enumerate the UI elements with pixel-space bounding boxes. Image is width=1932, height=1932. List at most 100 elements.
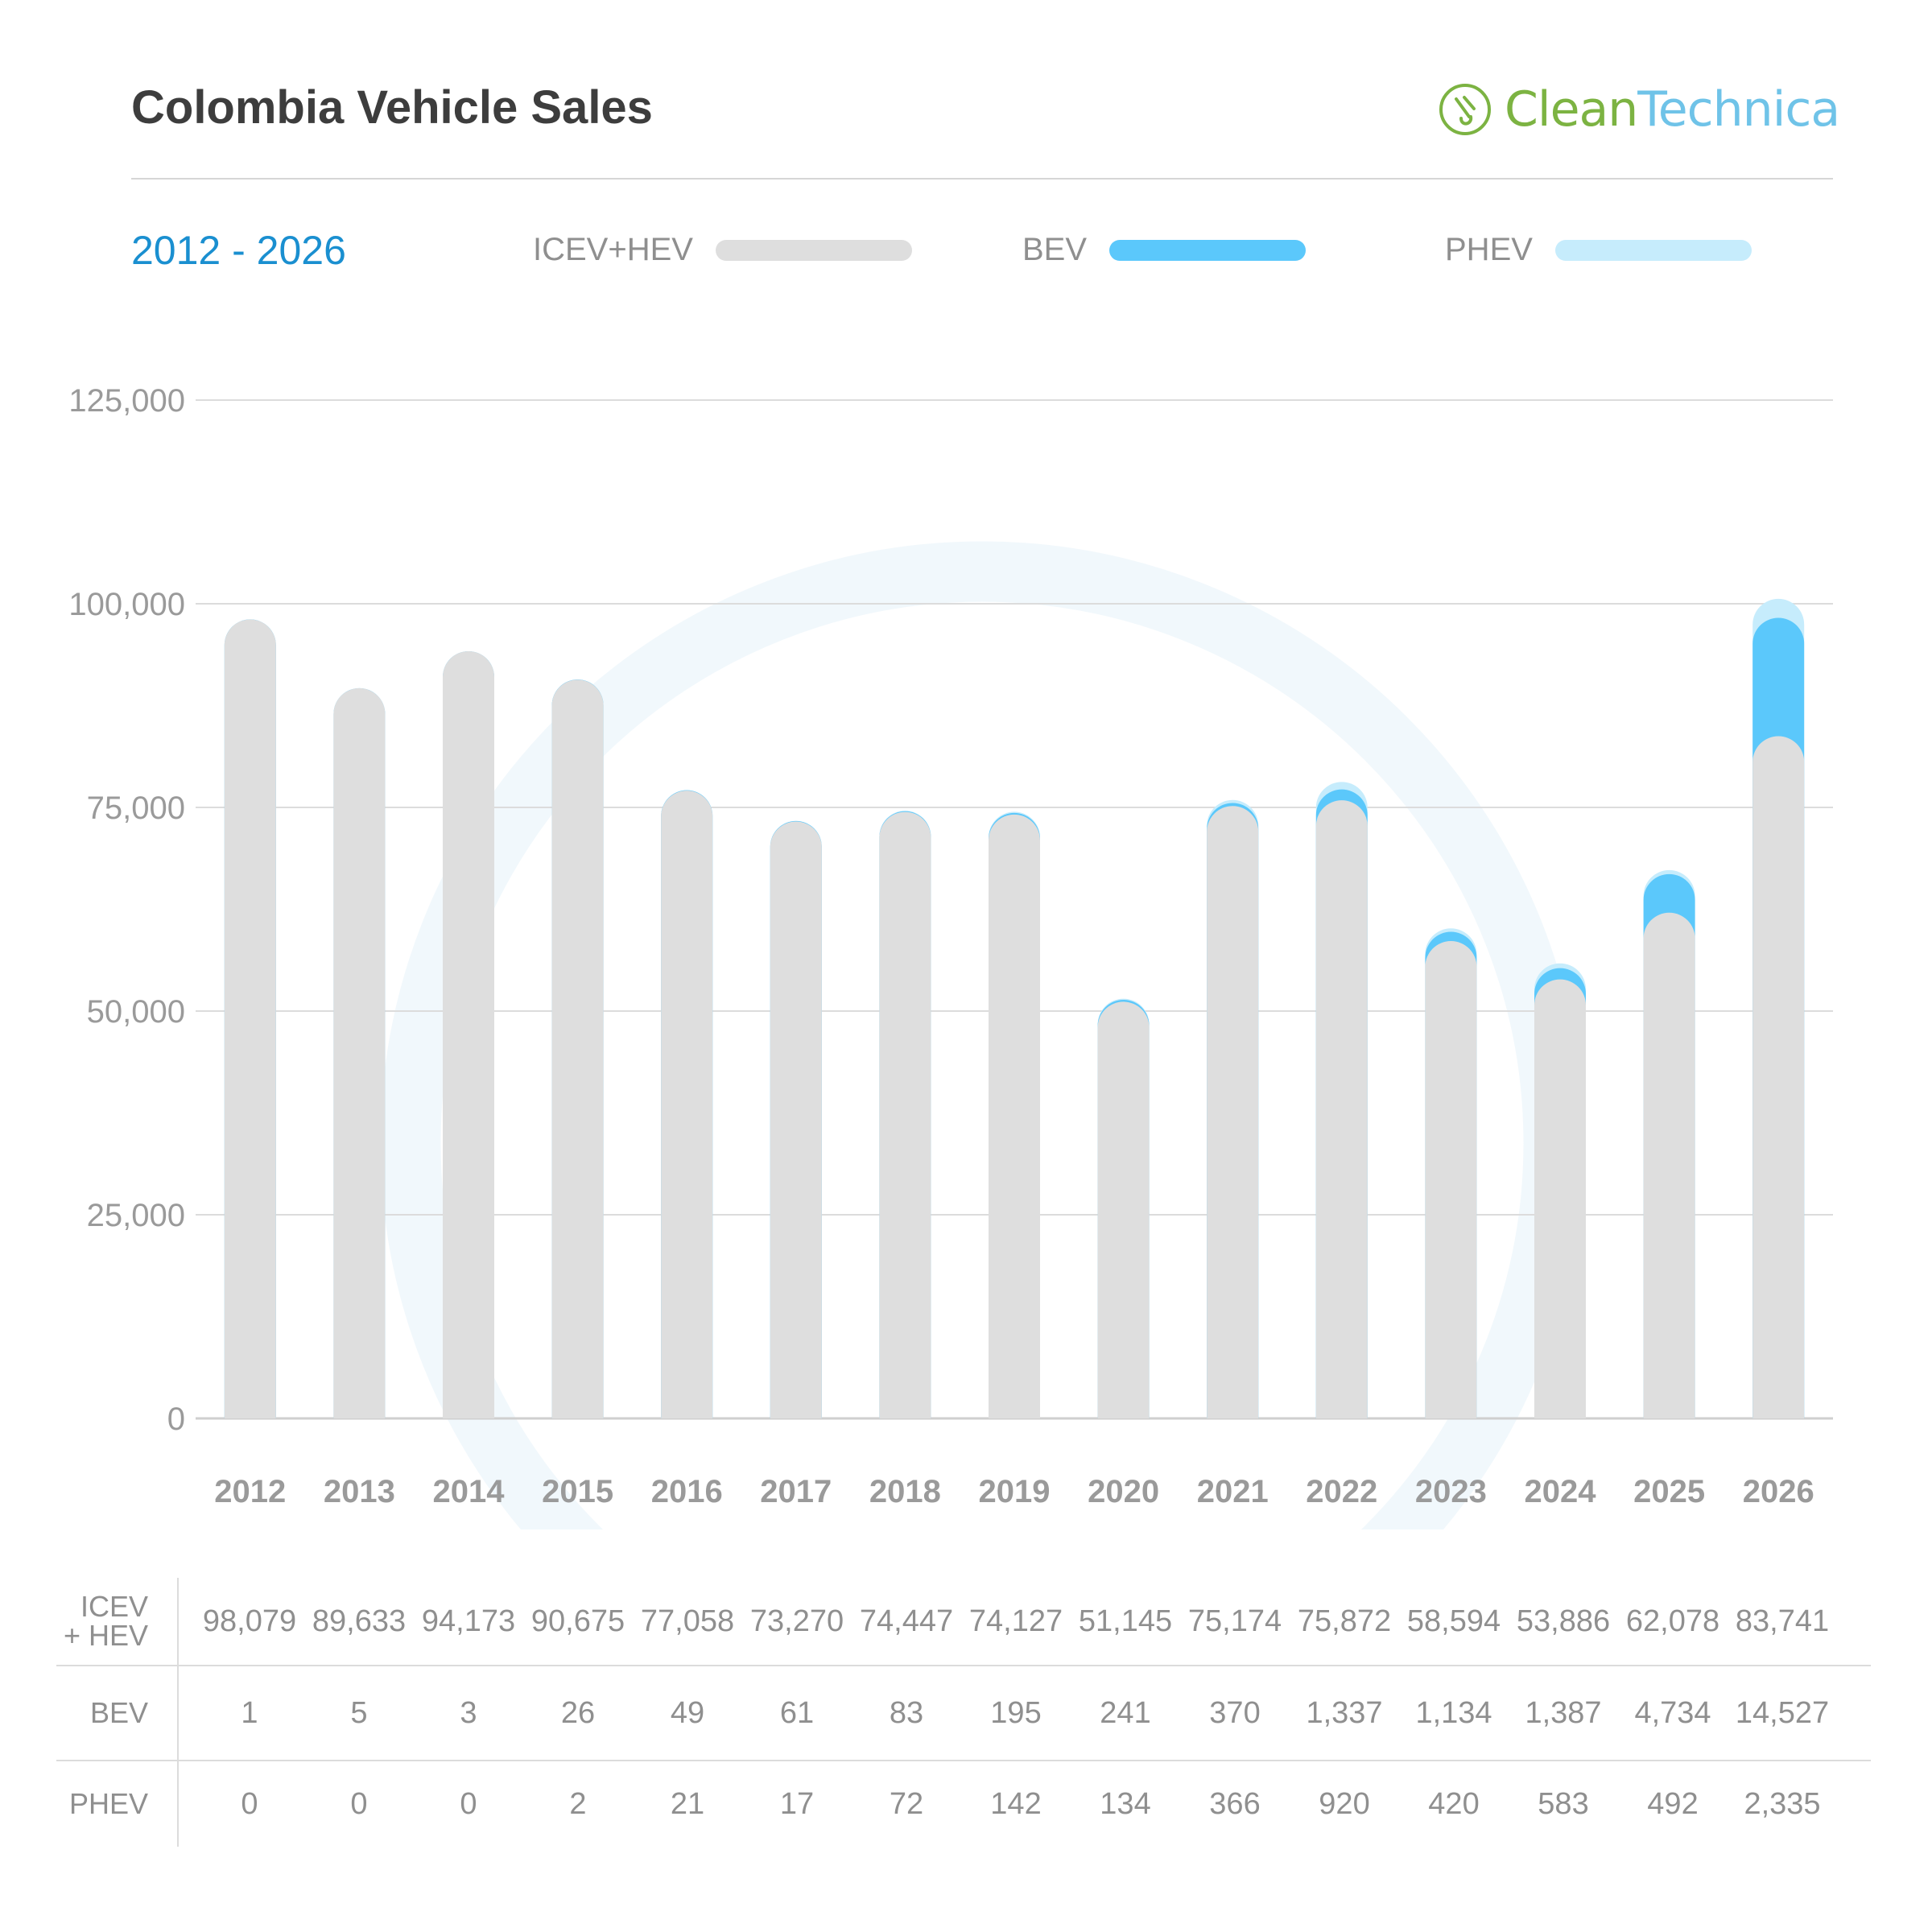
x-tick-label: 2026 [1743,1474,1814,1509]
x-tick-label: 2025 [1633,1474,1705,1509]
table-cell: 195 [990,1695,1042,1730]
table-cell: 3 [460,1695,477,1730]
bar-group-2019 [989,811,1040,1418]
table-cell: 58,594 [1406,1604,1501,1638]
table-row-header: BEV [56,1666,179,1760]
y-axis-ticks: 0 25,000 50,000 75,000 100,000 125,000 [68,383,185,1437]
table-cell: 75,872 [1297,1604,1392,1638]
x-tick-label: 2020 [1088,1474,1159,1509]
table-cell: 1,134 [1415,1695,1492,1730]
table-cell: 4,734 [1634,1695,1711,1730]
x-tick-label: 2022 [1306,1474,1377,1509]
table-cell: 1,337 [1306,1695,1383,1730]
x-tick-label: 2015 [542,1474,613,1509]
table-cell: 17 [779,1786,815,1821]
bar-group-2024 [1534,963,1586,1418]
table-row-bev: BEV 1 5 3 26 49 61 83 195 241 370 1,337 1,134 1,387 4… [56,1666,1871,1761]
bar-group-2012 [224,619,276,1418]
table-cell: 370 [1209,1695,1261,1730]
bar-icev-2025 [1643,912,1695,1418]
table-cell: 1,387 [1525,1695,1602,1730]
bar-icev-2013 [333,687,386,1418]
bars [224,598,1805,1418]
cleantechnica-logo: CleanTechnica [1437,79,1840,140]
table-cell: 51,145 [1078,1604,1173,1638]
x-tick-label: 2012 [214,1474,286,1509]
bar-group-2026 [1752,598,1805,1418]
data-table: ICEV + HEV 98,079 89,633 94,173 90,675 77,05… [56,1578,1871,1847]
x-tick-label: 2014 [433,1474,506,1509]
table-cell: 89,633 [312,1604,407,1638]
bar-icev-2018 [879,811,931,1418]
bar-group-2025 [1643,869,1695,1418]
table-cell: 72 [889,1786,924,1821]
y-tick-label: 75,000 [87,791,185,826]
x-axis-labels: 2012 2013 2014 2015 2016 2017 2018 2019 2020 2021… [214,1474,1814,1509]
table-cell: 492 [1647,1786,1699,1821]
x-tick-label: 2021 [1197,1474,1269,1509]
plug-icon [1439,84,1491,135]
x-tick-label: 2024 [1525,1474,1597,1509]
bar-icev-2023 [1425,941,1477,1418]
table-cell: 90,675 [530,1604,625,1638]
table-cell: 74,447 [859,1604,954,1638]
table-cell: 2 [569,1786,587,1821]
table-cell: 53,886 [1516,1604,1611,1638]
y-tick-label: 50,000 [87,994,185,1030]
bar-group-2015 [551,679,604,1418]
bar-icev-2017 [770,821,822,1418]
legend-swatch-bev [1109,239,1307,261]
table-cell: 49 [670,1695,705,1730]
bar-group-2023 [1425,928,1477,1418]
table-cell: 73,270 [749,1604,844,1638]
table-cell: 5 [350,1695,368,1730]
table-row-phev: PHEV 0 0 0 2 21 17 72 142 134 366 920 420 583 492 2,33… [56,1761,1871,1847]
y-tick-label: 25,000 [87,1198,185,1233]
header-divider [131,178,1833,180]
y-tick-label: 125,000 [68,383,185,419]
table-cell: 142 [990,1786,1042,1821]
legend-swatch-icev [715,239,912,261]
bar-icev-2015 [551,679,604,1418]
page-title: Colombia Vehicle Sales [131,81,653,134]
table-cell: 420 [1428,1786,1480,1821]
bar-icev-2012 [224,619,276,1418]
table-cell: 98,079 [202,1604,297,1638]
table-cell: 0 [241,1786,258,1821]
x-tick-label: 2017 [760,1474,832,1509]
bar-icev-2021 [1207,806,1259,1418]
table-cell: 0 [460,1786,477,1821]
table-cell: 583 [1538,1786,1589,1821]
table-cell: 1 [241,1695,258,1730]
table-cell: 0 [350,1786,368,1821]
table-cell: 62,078 [1625,1604,1720,1638]
chart-period: 2012 - 2026 [131,228,346,273]
table-cell: 74,127 [968,1604,1063,1638]
table-cell: 61 [779,1695,815,1730]
legend-item-bev: BEV [1022,232,1307,268]
bar-icev-2020 [1097,1001,1150,1418]
table-cell: 241 [1100,1695,1151,1730]
table-cell: 94,173 [421,1604,516,1638]
bar-icev-2016 [661,791,713,1418]
logo-text-clean: Clean [1505,81,1638,138]
x-tick-label: 2023 [1415,1474,1487,1509]
table-cell: 83 [889,1695,924,1730]
x-tick-label: 2018 [869,1474,941,1509]
legend-swatch-phev [1554,239,1752,261]
x-tick-label: 2013 [324,1474,395,1509]
table-cell: 75,174 [1187,1604,1282,1638]
x-tick-label: 2019 [979,1474,1051,1509]
table-cell: 366 [1209,1786,1261,1821]
table-cell: 83,741 [1735,1604,1830,1638]
legend-label-icev: ICEV+HEV [533,232,693,267]
x-tick-label: 2016 [651,1474,723,1509]
bar-group-2014 [443,650,494,1418]
table-cell: 14,527 [1735,1695,1830,1730]
bar-group-2020 [1097,998,1150,1418]
bar-group-2013 [333,687,386,1418]
table-row-header: ICEV + HEV [56,1578,179,1665]
bar-icev-2022 [1315,800,1368,1418]
bar-icev-2014 [443,650,494,1418]
